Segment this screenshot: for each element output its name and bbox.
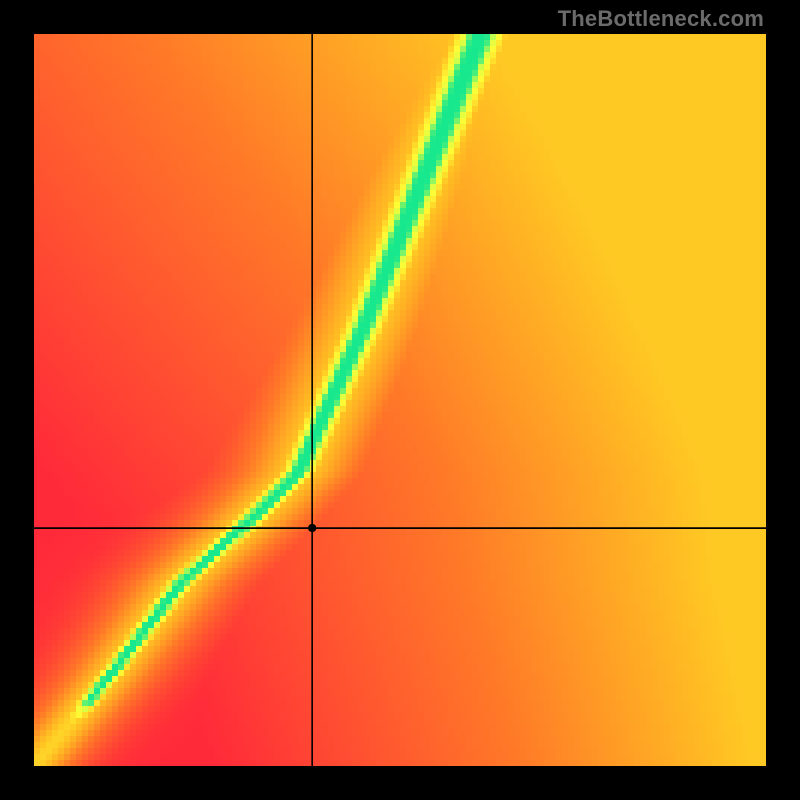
chart-container: { "watermark": { "text": "TheBottleneck.… — [0, 0, 800, 800]
bottleneck-heatmap — [34, 34, 766, 766]
watermark-label: TheBottleneck.com — [558, 6, 764, 32]
